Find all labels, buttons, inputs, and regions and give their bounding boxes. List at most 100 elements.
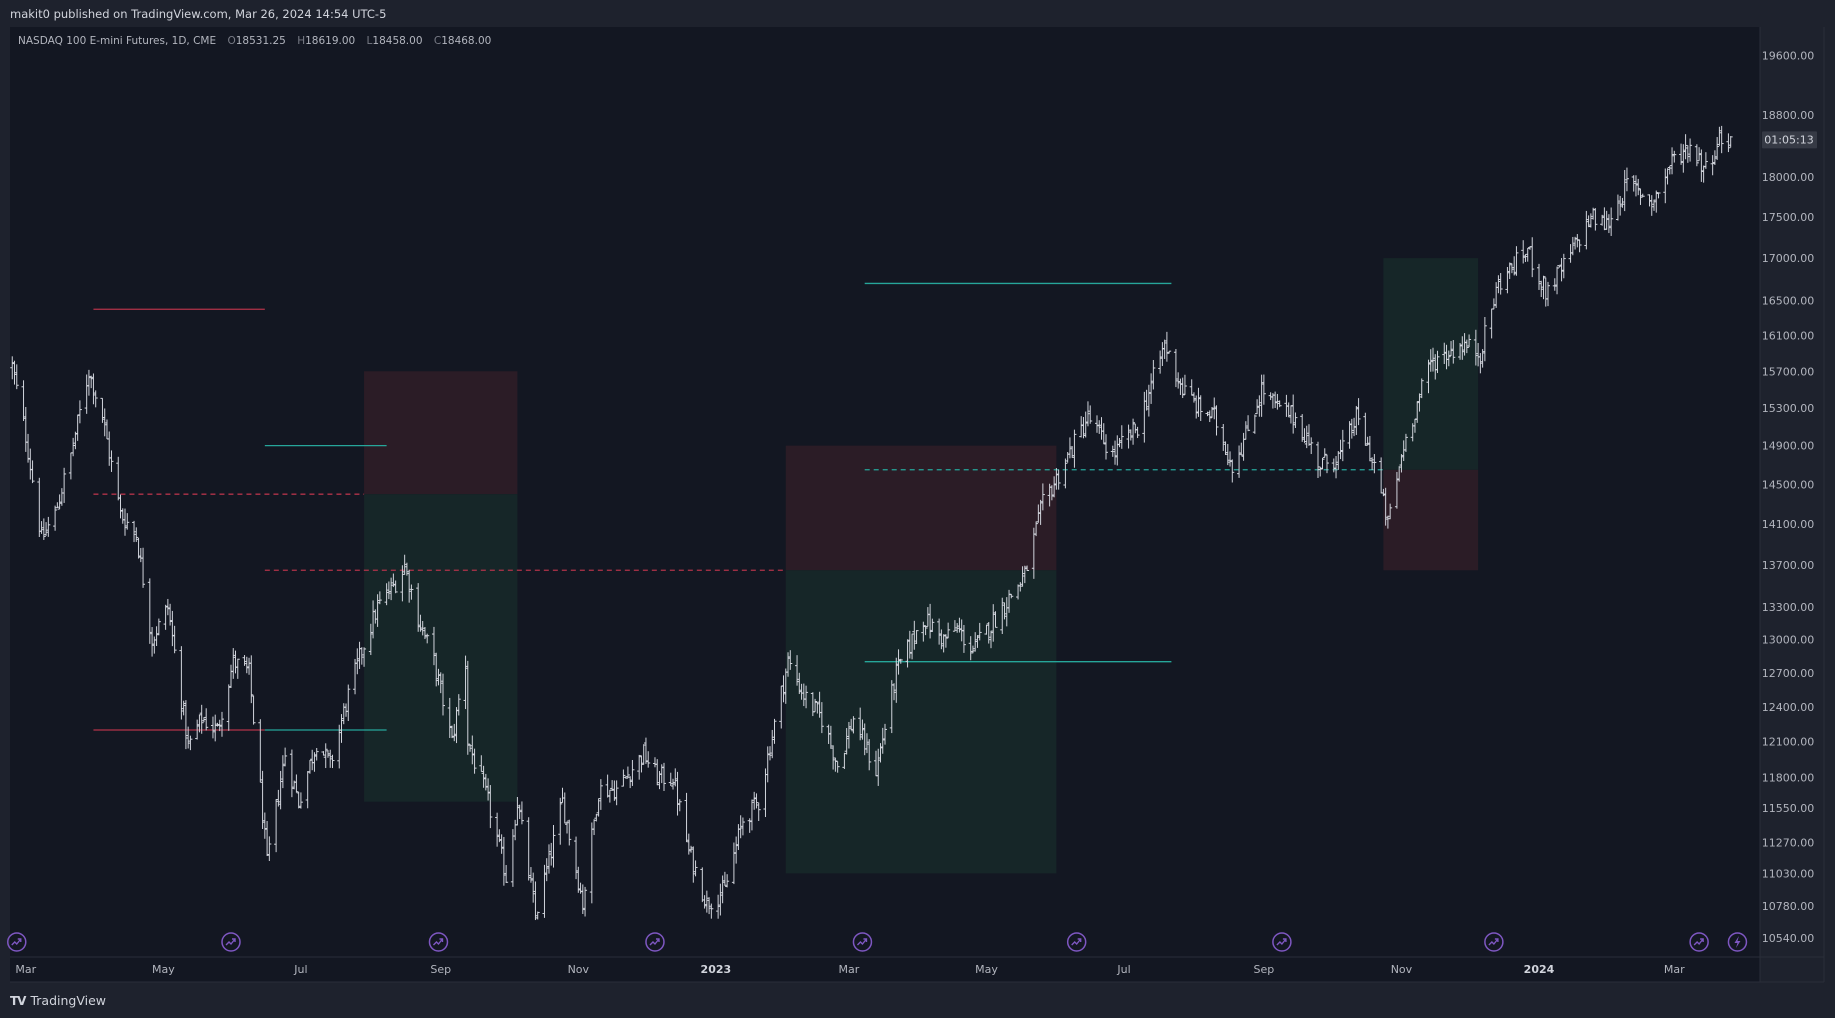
lightning-icon[interactable] — [1727, 932, 1748, 952]
ohlc-bar — [565, 821, 570, 834]
ohlc-bar — [71, 437, 76, 457]
price-axis[interactable]: 19600.00 18800.00 18000.00 17500.00 17000.00… — [1762, 50, 1815, 945]
ohlc-bar — [707, 897, 712, 915]
event-arrow-icon[interactable] — [645, 932, 665, 952]
ohlc-bar — [883, 723, 887, 745]
ohlc-bar — [526, 817, 531, 881]
short-1-stop-zone[interactable] — [364, 371, 518, 495]
ohlc-bar — [1699, 149, 1704, 182]
price-tick-label: 19600.00 — [1762, 50, 1815, 63]
ohlc-bar — [1088, 405, 1093, 424]
event-arrow-icon[interactable] — [1484, 932, 1504, 952]
price-tick-label: 17000.00 — [1762, 252, 1815, 265]
open-label: O — [227, 35, 236, 47]
ohlc-bar — [804, 685, 809, 709]
ohlc-bar — [488, 785, 493, 829]
ohlc-bar — [630, 760, 635, 786]
time-axis[interactable]: Mar May Jul Sep Nov 2023 Mar May Jul Sep Nov 2024 Ma… — [15, 963, 1685, 976]
ohlc-bar — [1559, 258, 1564, 282]
price-tick-label: 12400.00 — [1762, 701, 1815, 714]
ohlc-bar — [1320, 457, 1325, 470]
time-tick-label: Jul — [1116, 963, 1130, 976]
ohlc-bar — [671, 778, 676, 790]
ohlc-bar — [528, 867, 533, 883]
ohlc-bar — [1352, 417, 1357, 437]
ohlc-bar — [1726, 133, 1731, 153]
ohlc-bar — [1189, 379, 1194, 396]
time-tick-label: Nov — [1391, 963, 1413, 976]
ohlc-bar — [1338, 439, 1343, 460]
ohlc-bar — [362, 647, 367, 667]
ohlc-bar — [258, 719, 263, 783]
ohlc-bar — [123, 508, 128, 536]
ohlc-bar — [278, 770, 283, 810]
ohlc-bar — [1144, 389, 1149, 411]
ohlc-bar — [1146, 384, 1151, 417]
ohlc-bar — [181, 700, 186, 716]
ohlc-bar — [1164, 331, 1169, 362]
ohlc-bar — [991, 604, 996, 642]
event-arrow-icon[interactable] — [1272, 932, 1292, 952]
ohlc-bar — [749, 799, 754, 831]
ohlc-bar — [831, 745, 836, 770]
ohlc-bar — [914, 629, 919, 644]
price-tick-label: 14500.00 — [1762, 478, 1815, 491]
ohlc-bar — [1182, 374, 1187, 396]
short-2-target-zone[interactable] — [785, 570, 1057, 874]
short-2-stop-zone[interactable] — [785, 445, 1057, 571]
event-arrow-icon[interactable] — [1689, 932, 1709, 952]
time-tick-label: Mar — [839, 963, 860, 976]
ohlc-bar — [53, 505, 58, 531]
ohlc-bar — [431, 626, 436, 666]
ohlc-bar — [876, 748, 881, 786]
ohlc-bar — [156, 618, 161, 636]
ohlc-bar — [1496, 275, 1501, 294]
ohlc-bar — [1173, 348, 1178, 388]
ohlc-bar — [531, 872, 536, 903]
ohlc-bar — [1631, 175, 1636, 192]
ohlc-bar — [296, 791, 301, 809]
ohlc-bar — [858, 707, 863, 741]
ohlc-bar — [249, 655, 254, 704]
price-bars — [10, 125, 1733, 921]
event-arrow-icon[interactable] — [852, 932, 873, 952]
symbol-name[interactable]: NASDAQ 100 E-mini Futures, 1D, CME — [18, 35, 217, 47]
ohlc-bar — [535, 911, 540, 920]
ohlc-bar — [1672, 150, 1677, 163]
event-arrow-icon[interactable] — [428, 932, 449, 952]
ohlc-bar — [1318, 466, 1323, 477]
ohlc-bar — [422, 626, 427, 640]
ohlc-bar — [1363, 412, 1368, 446]
ohlc-bar — [975, 635, 980, 648]
ohlc-bar — [1552, 278, 1557, 291]
ohlc-bar — [1286, 402, 1291, 418]
price-tick-label: 18000.00 — [1762, 171, 1815, 184]
ohlc-bar — [1196, 387, 1201, 417]
footer-bar: TV TradingView — [0, 985, 1835, 1018]
event-markers[interactable] — [7, 932, 1748, 952]
event-arrow-icon[interactable] — [7, 932, 27, 952]
ohlc-bar — [12, 360, 17, 385]
ohlc-bar — [386, 581, 391, 600]
ohlc-bar — [1104, 434, 1109, 460]
ohlc-bar — [409, 584, 414, 600]
tradingview-logo[interactable]: TV TradingView — [10, 993, 106, 1008]
short-1-target-zone[interactable] — [364, 494, 518, 802]
ohlc-bar — [788, 650, 793, 670]
ohlc-bar — [1022, 565, 1027, 584]
ohlc-bar — [1546, 281, 1551, 307]
position-boxes[interactable] — [364, 258, 1479, 874]
event-arrow-icon[interactable] — [221, 932, 241, 952]
ohlc-bar — [1460, 336, 1465, 360]
ohlc-bar — [1521, 240, 1526, 264]
ohlc-bar — [576, 866, 581, 893]
ohlc-bar — [330, 754, 335, 769]
ohlc-bar — [1178, 378, 1183, 395]
event-arrow-icon[interactable] — [1066, 932, 1087, 952]
ohlc-bar — [1385, 515, 1390, 529]
ohlc-bar — [179, 646, 184, 720]
ohlc-bar — [1667, 165, 1672, 175]
drawing-lines[interactable] — [93, 282, 1384, 731]
long-1-stop-zone[interactable] — [1383, 469, 1479, 571]
